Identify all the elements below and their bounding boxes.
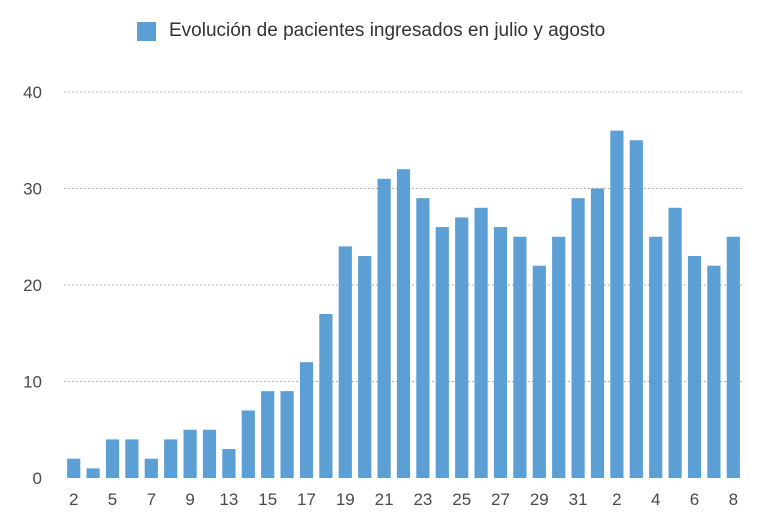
y-tick-label: 0 — [33, 469, 42, 488]
bar — [67, 458, 81, 478]
bar — [649, 236, 663, 478]
bar — [590, 188, 605, 478]
bar — [86, 468, 100, 478]
legend-label: Evolución de pacientes ingresados en jul… — [169, 20, 606, 41]
bar — [435, 227, 449, 478]
y-tick-label: 10 — [23, 373, 42, 392]
bar — [726, 236, 740, 478]
legend-swatch — [137, 21, 156, 41]
y-tick-label: 20 — [23, 276, 42, 295]
x-tick-label: 5 — [108, 490, 117, 509]
bar — [571, 198, 585, 478]
bar — [629, 140, 643, 478]
x-tick-label: 2 — [612, 490, 621, 509]
bar — [183, 429, 197, 478]
x-tick-label: 29 — [530, 490, 549, 509]
x-tick-label: 8 — [729, 490, 738, 509]
bar — [687, 256, 702, 478]
bar — [222, 449, 236, 478]
bar — [416, 198, 430, 478]
bar — [474, 207, 488, 479]
x-tick-label: 17 — [297, 490, 316, 509]
bar — [668, 207, 682, 479]
bar — [261, 391, 275, 478]
x-tick-label: 19 — [336, 490, 355, 509]
bar — [532, 265, 546, 478]
bar — [338, 246, 352, 478]
bar — [241, 410, 255, 478]
x-tick-label: 6 — [690, 490, 699, 509]
y-tick-label: 40 — [23, 83, 42, 102]
bar — [610, 130, 624, 478]
bar — [455, 217, 469, 478]
bar — [202, 429, 217, 478]
y-axis-ticks: 0 10 20 30 40 — [23, 83, 42, 488]
y-tick-label: 30 — [23, 180, 42, 199]
bar — [377, 178, 391, 478]
bar — [513, 236, 527, 478]
x-tick-label: 27 — [491, 490, 510, 509]
bar — [707, 265, 721, 478]
bar — [105, 439, 120, 478]
x-tick-label: 31 — [569, 490, 588, 509]
bar — [396, 169, 411, 478]
x-tick-label: 25 — [452, 490, 471, 509]
x-tick-label: 7 — [147, 490, 156, 509]
bar — [164, 439, 178, 478]
bar — [358, 256, 372, 478]
x-tick-label: 9 — [185, 490, 194, 509]
x-axis-ticks: 2 5 7 9 13 15 17 19 21 23 25 27 29 31 2 4 6 8 — [69, 490, 738, 509]
x-tick-label: 13 — [219, 490, 238, 509]
bar — [299, 362, 314, 478]
bar — [493, 227, 508, 478]
bar — [144, 458, 158, 478]
bar — [280, 391, 294, 478]
bar — [552, 236, 566, 478]
x-tick-label: 4 — [651, 490, 660, 509]
bar — [125, 439, 139, 478]
chart-legend: Evolución de pacientes ingresados en jul… — [137, 18, 605, 44]
bars — [67, 130, 740, 479]
x-tick-label: 2 — [69, 490, 78, 509]
x-tick-label: 15 — [258, 490, 277, 509]
x-tick-label: 23 — [413, 490, 432, 509]
bar — [319, 313, 333, 478]
x-tick-label: 21 — [375, 490, 394, 509]
